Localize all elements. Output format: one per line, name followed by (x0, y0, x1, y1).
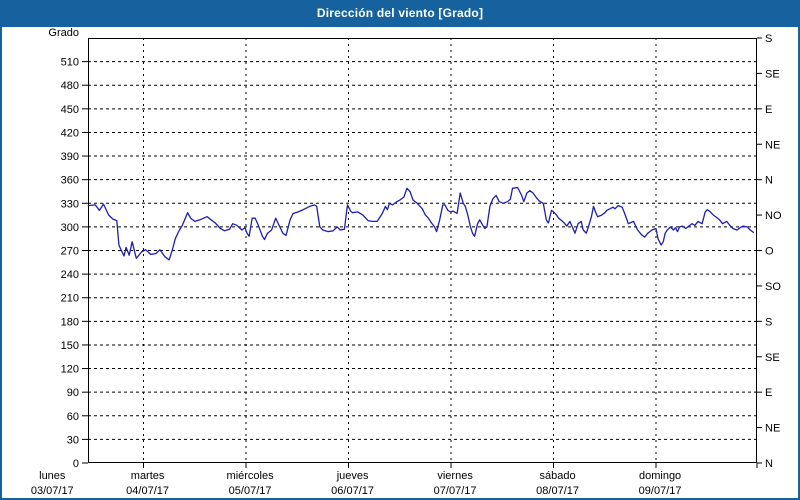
y-axis-tick-label: 180 (61, 316, 79, 328)
compass-tick-label: N (765, 175, 773, 187)
y-axis-tick-label: 450 (61, 104, 79, 116)
compass-tick-label: N (765, 458, 773, 470)
y-axis-tick-label: 300 (61, 222, 79, 234)
compass-tick-label: S (765, 316, 772, 328)
plot-border (88, 38, 757, 463)
window-title-bar: Dirección del viento [Grado] (2, 0, 798, 27)
y-axis-tick-label: 90 (67, 387, 79, 399)
day-date-label: 07/07/17 (434, 485, 477, 497)
wind-direction-series-line (87, 186, 755, 261)
compass-tick-label: NE (765, 139, 780, 151)
y-axis-tick-label: 150 (61, 340, 79, 352)
y-axis-tick-label: 390 (61, 151, 79, 163)
compass-tick-label: NE (765, 423, 780, 435)
day-name-label: lunes (39, 470, 66, 482)
compass-tick-label: E (765, 387, 772, 399)
compass-tick-label: S (765, 33, 772, 45)
day-name-label: viernes (437, 470, 473, 482)
compass-tick-label: NO (765, 210, 782, 222)
y-axis-tick-label: 0 (73, 458, 79, 470)
compass-tick-label: SE (765, 68, 780, 80)
day-name-label: jueves (336, 470, 369, 482)
plot-area (88, 38, 757, 463)
day-name-label: sábado (540, 470, 576, 482)
y-axis-tick-label: 120 (61, 364, 79, 376)
day-name-label: miércoles (227, 470, 275, 482)
day-date-label: 03/07/17 (31, 485, 74, 497)
y-axis-tick-label: 60 (67, 411, 79, 423)
y-axis-tick-label: 420 (61, 127, 79, 139)
day-date-label: 08/07/17 (536, 485, 579, 497)
y-axis-tick-label: 270 (61, 246, 79, 258)
compass-tick-label: O (765, 246, 774, 258)
y-axis-tick-label: 210 (61, 293, 79, 305)
day-date-label: 09/07/17 (639, 485, 682, 497)
day-date-label: 05/07/17 (229, 485, 272, 497)
compass-tick-label: SO (765, 281, 781, 293)
y-axis-tick-label: 240 (61, 269, 79, 281)
y-axis-tick-label: 360 (61, 175, 79, 187)
y-axis-tick-label: 330 (61, 198, 79, 210)
compass-tick-label: E (765, 104, 772, 116)
y-axis-tick-label: 510 (61, 57, 79, 69)
day-date-label: 04/07/17 (126, 485, 169, 497)
y-axis-title: Grado (48, 27, 79, 39)
y-axis-tick-label: 480 (61, 80, 79, 92)
day-date-label: 06/07/17 (331, 485, 374, 497)
y-axis-tick-label: 30 (67, 434, 79, 446)
day-name-label: martes (131, 470, 165, 482)
window-title: Dirección del viento [Grado] (316, 6, 484, 20)
day-name-label: domingo (639, 470, 681, 482)
compass-tick-label: SE (765, 352, 780, 364)
